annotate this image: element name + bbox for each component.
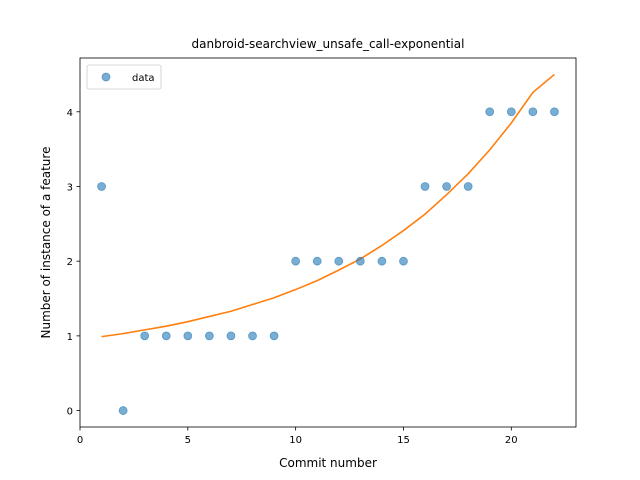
data-point	[248, 331, 257, 341]
data-point	[183, 331, 193, 341]
y-tick-label: 2	[67, 257, 73, 268]
data-point	[442, 182, 452, 191]
fit-line	[101, 73, 555, 338]
legend-label: data	[132, 73, 155, 84]
data-point	[420, 182, 430, 191]
x-axis-label: Commit number	[279, 456, 377, 470]
y-tick-label: 3	[67, 182, 73, 193]
x-tick-label: 0	[77, 435, 83, 446]
legend: data	[86, 64, 162, 90]
data-point	[463, 182, 473, 191]
legend-box	[86, 64, 162, 90]
data-point	[269, 331, 279, 341]
data-point	[312, 256, 322, 266]
x-tick-label: 15	[397, 435, 410, 446]
x-tick-label: 10	[289, 435, 302, 446]
y-axis-label: Number of instance of a feature	[39, 147, 53, 339]
legend-marker	[101, 72, 111, 82]
data-point	[377, 256, 387, 266]
x-tick-label: 5	[185, 435, 191, 446]
data-point	[485, 107, 495, 117]
data-point	[291, 256, 301, 266]
data-point	[118, 406, 128, 415]
data-point	[550, 107, 559, 117]
chart-title: danbroid-searchview_unsafe_call-exponent…	[192, 37, 465, 51]
data-point	[161, 331, 171, 341]
data-point	[97, 182, 106, 191]
axes-frame	[79, 57, 577, 428]
data-point	[355, 256, 365, 266]
data-point	[528, 107, 538, 117]
data-point	[506, 107, 516, 117]
data-point	[204, 331, 214, 341]
data-point	[226, 331, 236, 341]
y-tick-label: 4	[67, 108, 73, 119]
data-point	[399, 256, 408, 266]
data-point	[334, 256, 344, 266]
plot-area: 0 5 10 15 20 0 1 2 3 4 data	[67, 57, 577, 446]
data-point	[140, 331, 150, 341]
y-tick-label: 1	[67, 332, 73, 343]
x-tick-label: 20	[505, 435, 518, 446]
y-tick-label: 0	[67, 407, 73, 418]
